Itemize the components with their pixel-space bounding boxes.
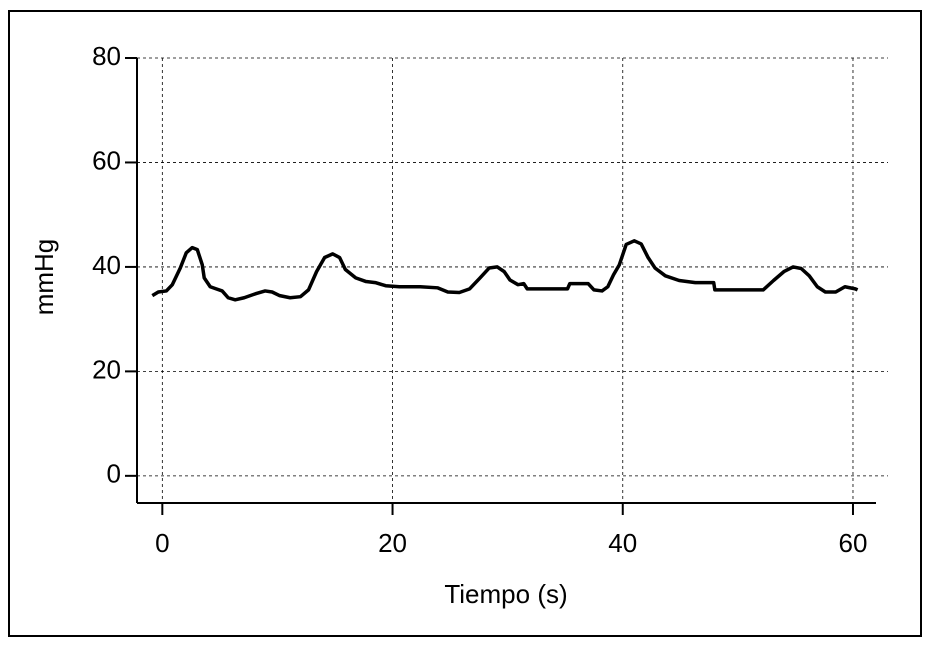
- y-tick-label: 60: [92, 145, 121, 175]
- y-tick-label: 40: [92, 250, 121, 280]
- frame: [8, 10, 922, 637]
- x-tick-label: 20: [378, 528, 407, 558]
- y-tick-label: 0: [107, 459, 121, 489]
- y-tick-label: 80: [92, 41, 121, 71]
- x-tick-label: 60: [839, 528, 868, 558]
- y-tick-label: 20: [92, 354, 121, 384]
- x-tick-label: 40: [608, 528, 637, 558]
- x-axis-label: Tiempo (s): [444, 579, 567, 609]
- y-axis-label: mmHg: [29, 239, 59, 316]
- data-line: [151, 239, 859, 302]
- x-tick-label: 0: [155, 528, 169, 558]
